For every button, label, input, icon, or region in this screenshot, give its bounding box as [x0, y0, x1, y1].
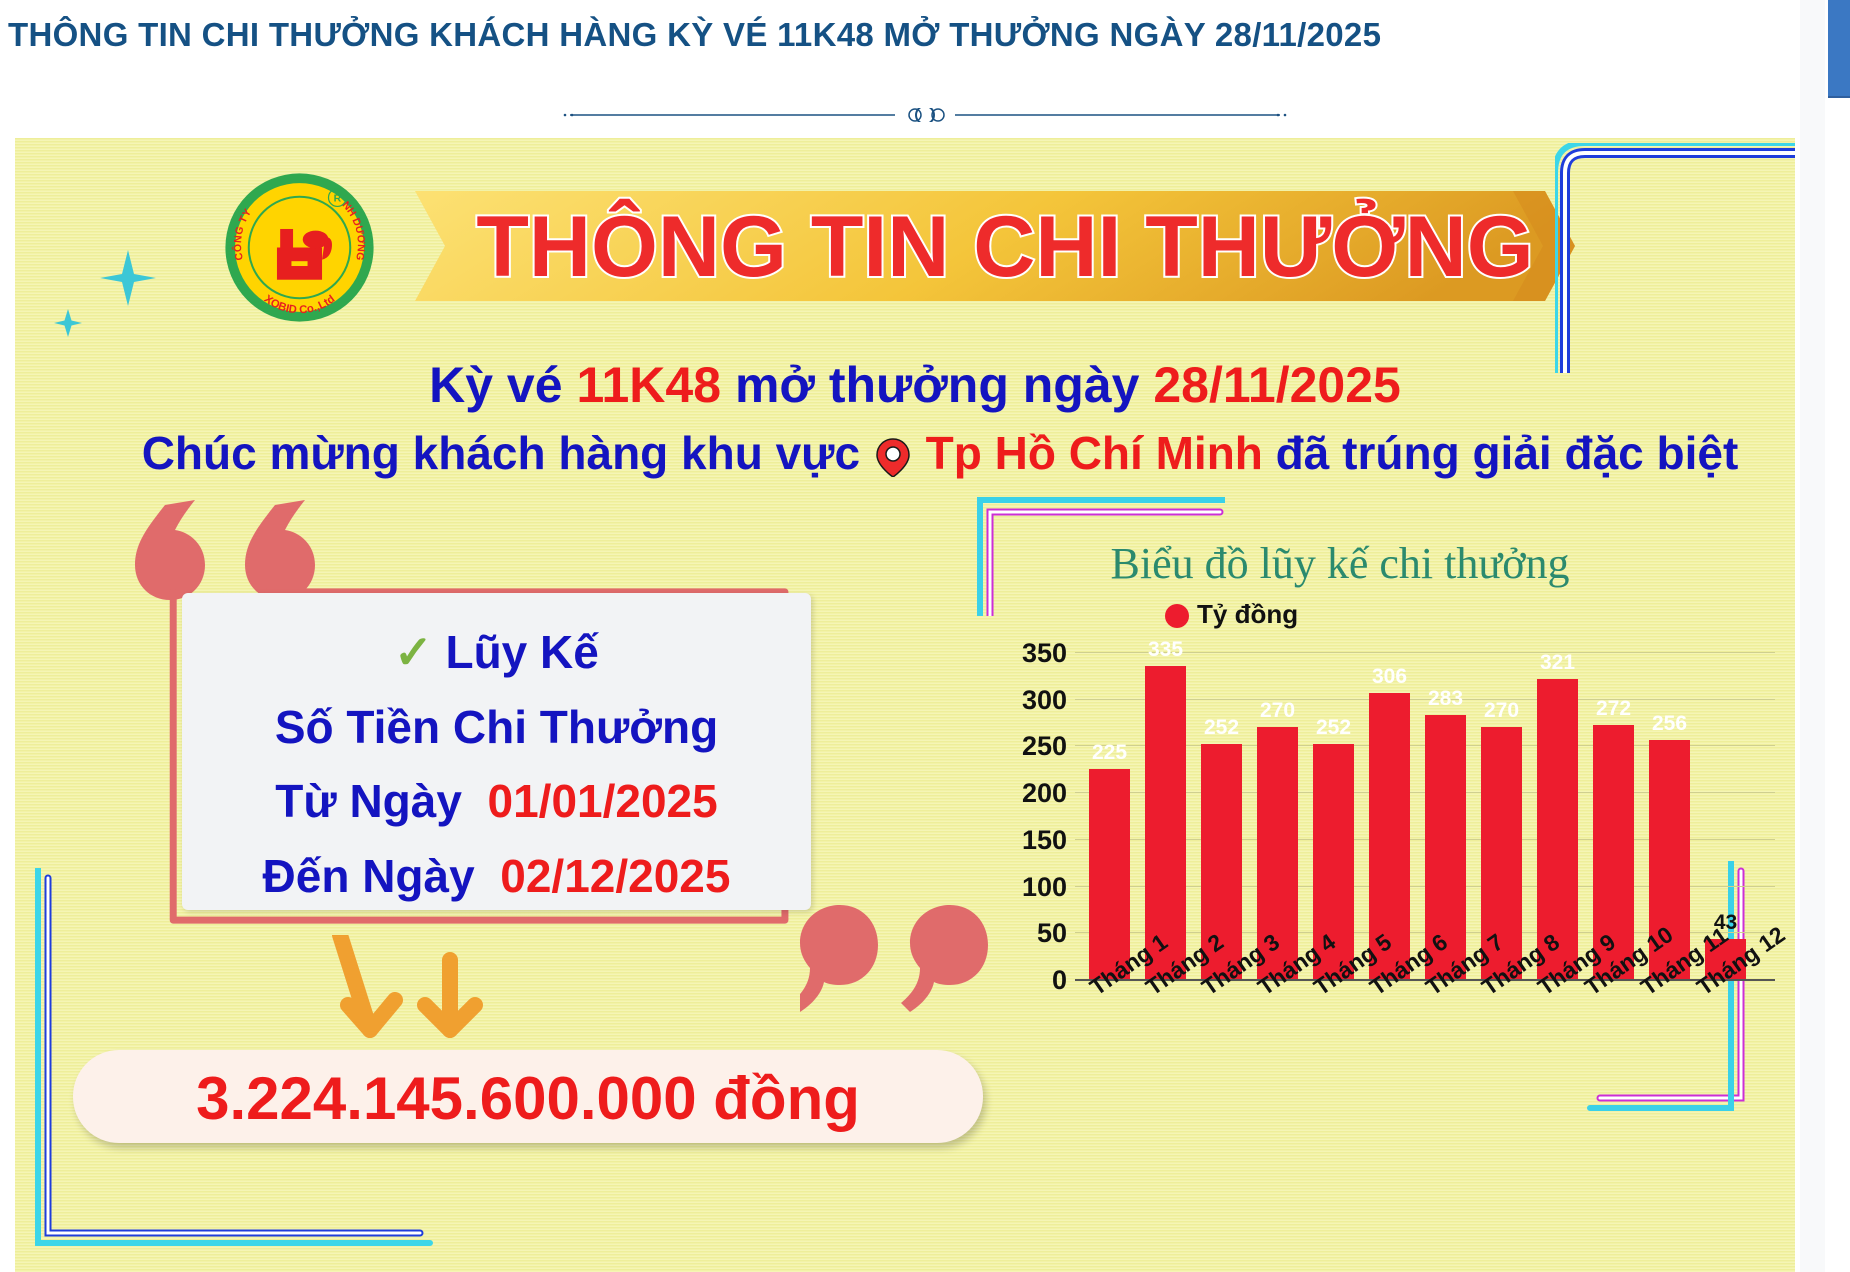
- svg-text:R: R: [334, 194, 342, 205]
